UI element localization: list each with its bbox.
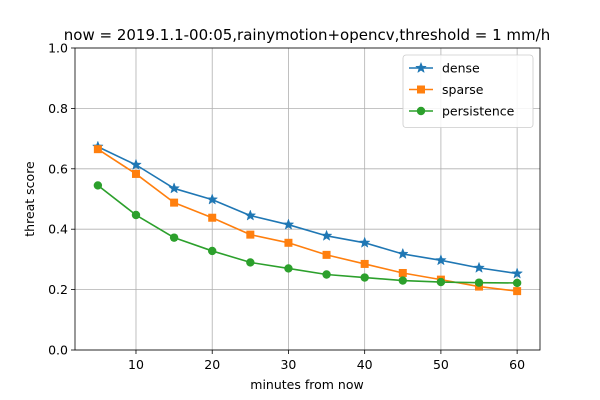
dense-point — [358, 236, 371, 248]
legend-label-persistence: persistence — [442, 104, 515, 119]
x-axis: 10 20 30 40 50 60 — [128, 350, 525, 372]
legend-marker-dense — [415, 61, 427, 74]
persistence-point — [284, 264, 293, 273]
y-tick-label: 0.6 — [48, 161, 68, 176]
legend-box — [402, 54, 534, 128]
persistence-point — [93, 181, 103, 190]
x-tick-label: 40 — [357, 357, 373, 372]
sparse-point — [513, 287, 522, 296]
legend-marker-persistence — [416, 106, 426, 116]
sparse-point — [322, 250, 331, 259]
x-tick-label: 10 — [128, 357, 144, 372]
y-axis: 0.0 0.2 0.4 0.6 0.8 1.0 — [48, 41, 75, 358]
persistence-point — [131, 210, 141, 220]
dense-point — [320, 229, 333, 241]
dense-point — [473, 261, 485, 273]
y-tick-label: 0.8 — [48, 101, 68, 116]
x-tick-label: 60 — [509, 357, 525, 372]
series-persistence — [93, 181, 522, 288]
sparse-point — [284, 238, 293, 247]
legend-label-sparse: sparse — [442, 82, 484, 97]
sparse-point — [208, 213, 217, 222]
persistence-point — [360, 273, 369, 282]
persistence-line — [97, 184, 518, 284]
x-tick-label: 20 — [204, 357, 220, 372]
dense-point — [511, 267, 524, 279]
series-dense — [91, 140, 524, 279]
x-axis-label: minutes from now — [250, 377, 363, 392]
persistence-point — [246, 258, 255, 267]
dense-point — [396, 247, 409, 259]
series-sparse — [93, 145, 522, 296]
sparse-point — [131, 169, 140, 178]
sparse-line — [97, 148, 518, 292]
persistence-point — [169, 233, 179, 242]
y-tick-label: 0.2 — [48, 282, 68, 297]
persistence-point — [398, 276, 407, 285]
dense-point — [168, 182, 181, 194]
y-tick-label: 1.0 — [48, 41, 68, 56]
y-tick-label: 0.4 — [48, 222, 68, 237]
sparse-point — [398, 268, 407, 277]
dense-point — [244, 209, 257, 221]
plot-frame — [74, 47, 541, 351]
sparse-point — [93, 145, 102, 154]
sparse-point — [360, 259, 369, 268]
dense-line — [97, 146, 518, 275]
y-axis-label: threat score — [22, 161, 37, 237]
persistence-point — [208, 246, 217, 256]
persistence-point — [512, 278, 522, 288]
dense-point — [282, 218, 295, 230]
persistence-point — [474, 278, 484, 287]
sparse-point — [246, 230, 255, 239]
chart-title: now = 2019.1.1-00:05,rainymotion+opencv,… — [64, 26, 550, 44]
x-tick-label: 50 — [433, 357, 449, 372]
dense-point — [206, 193, 219, 205]
legend: dense sparse persistence — [402, 54, 534, 128]
sparse-point — [170, 198, 179, 207]
persistence-point — [322, 270, 331, 279]
persistence-point — [436, 277, 446, 287]
series-layer — [91, 140, 524, 296]
legend-marker-sparse — [417, 85, 425, 94]
legend-label-dense: dense — [442, 61, 480, 76]
y-tick-label: 0.0 — [48, 343, 68, 358]
x-tick-label: 30 — [280, 357, 296, 372]
dense-point — [130, 158, 142, 170]
dense-point — [434, 254, 447, 266]
